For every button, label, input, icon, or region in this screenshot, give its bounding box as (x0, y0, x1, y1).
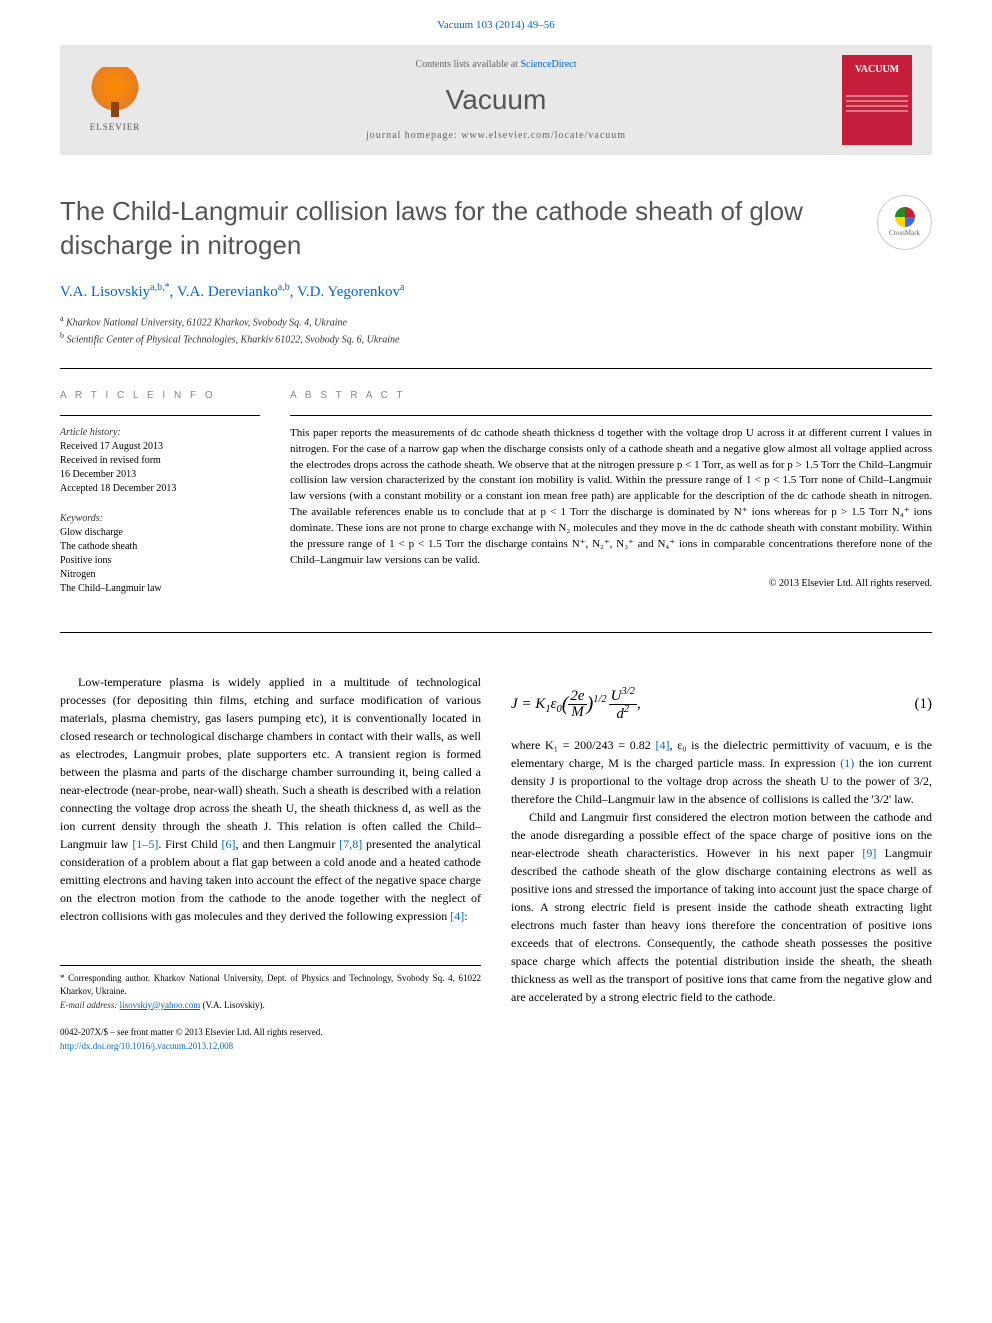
col2-ref-9[interactable]: [9] (862, 846, 876, 860)
homepage-url[interactable]: www.elsevier.com/locate/vacuum (461, 130, 626, 141)
revised-date: 16 December 2013 (60, 468, 260, 482)
author-3[interactable]: , V.D. Yegorenkov (290, 284, 400, 300)
info-divider (60, 415, 260, 416)
corresponding-footnote: * Corresponding author. Kharkov National… (60, 965, 481, 1013)
article-title: The Child-Langmuir collision laws for th… (60, 195, 857, 263)
abstract-column: A B S T R A C T This paper reports the m… (290, 389, 932, 612)
footer-bottom: 0042-207X/$ – see front matter © 2013 El… (60, 1026, 481, 1053)
ref-1-5[interactable]: [1–5] (132, 837, 158, 851)
intro-paragraph: Low-temperature plasma is widely applied… (60, 673, 481, 925)
journal-name: Vacuum (150, 80, 842, 119)
ref-6[interactable]: [6] (222, 837, 236, 851)
cover-decoration (846, 92, 908, 115)
title-row: The Child-Langmuir collision laws for th… (60, 195, 932, 263)
body-column-right: J = K1ε0(2eM)1/2U3/2d2, (1) where K₁ = 2… (511, 673, 932, 1054)
banner-center: Contents lists available at ScienceDirec… (150, 58, 842, 143)
crossmark-icon (895, 207, 915, 227)
elsevier-logo[interactable]: ELSEVIER (80, 60, 150, 140)
body-column-left: Low-temperature plasma is widely applied… (60, 673, 481, 1054)
authors-line: V.A. Lisovskiya,b,*, V.A. Dereviankoa,b,… (60, 281, 932, 303)
author-2[interactable]: , V.A. Derevianko (170, 284, 278, 300)
abstract-header: A B S T R A C T (290, 389, 932, 403)
ref-4[interactable]: [4] (450, 909, 464, 923)
col2-ref-4[interactable]: [4] (655, 738, 669, 752)
divider-mid (60, 632, 932, 633)
journal-banner: ELSEVIER Contents lists available at Sci… (60, 45, 932, 155)
sciencedirect-link[interactable]: ScienceDirect (520, 59, 576, 70)
author-2-affil: a,b (278, 282, 290, 293)
corresponding-text: * Corresponding author. Kharkov National… (60, 972, 481, 999)
accepted-date: Accepted 18 December 2013 (60, 482, 260, 496)
page-citation: Vacuum 103 (2014) 49–56 (0, 0, 992, 45)
divider-top (60, 368, 932, 369)
article-info-header: A R T I C L E I N F O (60, 389, 260, 403)
citation-text[interactable]: Vacuum 103 (2014) 49–56 (437, 19, 555, 31)
email-line: E-mail address: lisovskiy@yahoo.com (V.A… (60, 999, 481, 1013)
affiliation-a: a Kharkov National University, 61022 Kha… (60, 313, 932, 330)
keyword-1: Glow discharge (60, 526, 260, 540)
article-info-column: A R T I C L E I N F O Article history: R… (60, 389, 260, 612)
doi-link[interactable]: http://dx.doi.org/10.1016/j.vacuum.2013.… (60, 1041, 233, 1051)
affiliation-b: b Scientific Center of Physical Technolo… (60, 330, 932, 347)
journal-cover-thumbnail[interactable]: VACUUM (842, 55, 912, 145)
keyword-4: Nitrogen (60, 568, 260, 582)
elsevier-tree-icon (90, 67, 140, 117)
journal-homepage: journal homepage: www.elsevier.com/locat… (150, 129, 842, 143)
author-1[interactable]: V.A. Lisovskiy (60, 284, 150, 300)
elsevier-label: ELSEVIER (90, 121, 141, 134)
article-history: Article history: Received 17 August 2013… (60, 426, 260, 496)
author-1-affil: a,b,* (150, 282, 169, 293)
revised-label: Received in revised form (60, 454, 260, 468)
keywords-label: Keywords: (60, 512, 260, 526)
received-date: Received 17 August 2013 (60, 440, 260, 454)
info-abstract-row: A R T I C L E I N F O Article history: R… (60, 389, 932, 612)
contents-available: Contents lists available at ScienceDirec… (150, 58, 842, 72)
keyword-3: Positive ions (60, 554, 260, 568)
copyright-line: © 2013 Elsevier Ltd. All rights reserved… (290, 577, 932, 591)
author-3-affil: a (400, 282, 404, 293)
keywords-block: Keywords: Glow discharge The cathode she… (60, 512, 260, 596)
crossmark-badge[interactable]: CrossMark (877, 195, 932, 250)
history-label: Article history: (60, 426, 260, 440)
email-link[interactable]: lisovskiy@yahoo.com (120, 1000, 201, 1010)
article-content: The Child-Langmuir collision laws for th… (60, 195, 932, 1053)
col2-paragraph-1: where K₁ = 200/243 = 0.82 [4], ε₀ is the… (511, 736, 932, 808)
ref-7-8[interactable]: [7,8] (339, 837, 362, 851)
keyword-5: The Child–Langmuir law (60, 582, 260, 596)
col2-paragraph-2: Child and Langmuir first considered the … (511, 808, 932, 1006)
cover-title: VACUUM (855, 63, 899, 77)
footnote-wrap: * Corresponding author. Kharkov National… (60, 965, 481, 1054)
equation-1-formula: J = K1ε0(2eM)1/2U3/2d2, (511, 687, 641, 722)
abstract-divider (290, 415, 932, 416)
abstract-text: This paper reports the measurements of d… (290, 426, 932, 569)
keyword-2: The cathode sheath (60, 540, 260, 554)
equation-1: J = K1ε0(2eM)1/2U3/2d2, (1) (511, 687, 932, 722)
equation-1-number: (1) (915, 693, 933, 716)
eq-ref-1[interactable]: (1) (840, 756, 854, 770)
issn-line: 0042-207X/$ – see front matter © 2013 El… (60, 1026, 481, 1040)
affiliations: a Kharkov National University, 61022 Kha… (60, 313, 932, 348)
body-columns: Low-temperature plasma is widely applied… (60, 673, 932, 1054)
crossmark-label: CrossMark (889, 229, 920, 239)
